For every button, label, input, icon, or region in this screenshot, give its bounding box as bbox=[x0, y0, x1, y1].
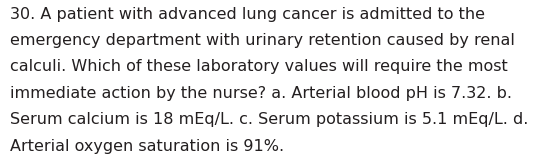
Text: 30. A patient with advanced lung cancer is admitted to the: 30. A patient with advanced lung cancer … bbox=[10, 7, 485, 22]
Text: Arterial oxygen saturation is 91%.: Arterial oxygen saturation is 91%. bbox=[10, 139, 284, 154]
Text: Serum calcium is 18 mEq/L. c. Serum potassium is 5.1 mEq/L. d.: Serum calcium is 18 mEq/L. c. Serum pota… bbox=[10, 112, 528, 127]
Text: immediate action by the nurse? a. Arterial blood pH is 7.32. b.: immediate action by the nurse? a. Arteri… bbox=[10, 86, 512, 101]
Text: calculi. Which of these laboratory values will require the most: calculi. Which of these laboratory value… bbox=[10, 59, 508, 74]
Text: emergency department with urinary retention caused by renal: emergency department with urinary retent… bbox=[10, 33, 515, 48]
